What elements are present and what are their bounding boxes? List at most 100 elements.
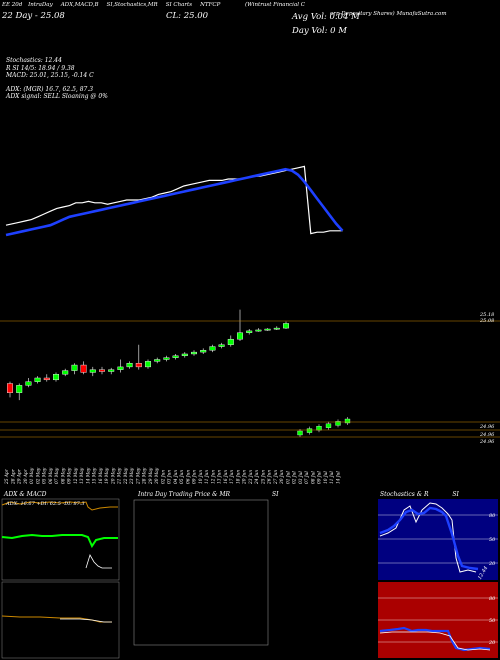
info-stochastics: Stochastics: 12.44 [6, 57, 62, 64]
price-label-1: 25.18 [480, 312, 495, 318]
candle-body [135, 363, 142, 368]
date-label: 23 Jun [249, 470, 254, 485]
date-label: 03 Jul [299, 471, 304, 484]
header-line1: EE 20d IntraDay ADX,MACD,B SI,Stochastics,… [2, 2, 220, 8]
date-label: 10 Jun [199, 470, 204, 484]
date-label: 29 Apr [18, 468, 23, 485]
intraday-body [325, 423, 332, 428]
date-label: 13 May [80, 467, 85, 484]
candle-body [190, 351, 197, 355]
date-label: 01 May [30, 467, 35, 484]
date-label: 12 May [74, 467, 79, 484]
info-block: Stochastics: 12.44 R SI 14/5: 18.94 / 9.… [6, 57, 108, 101]
date-label: 15 May [93, 467, 98, 484]
date-label: 06 May [49, 467, 54, 484]
main-chart: 25 Apr 28 Apr 29 Apr 30 Apr 01 May 02 May 05 M… [0, 165, 500, 485]
date-label: 05 Jun [180, 470, 185, 484]
candle-body [34, 377, 41, 382]
date-label: 02 May [36, 467, 41, 484]
intra-title-b: SI [271, 491, 279, 498]
candlesticks [6, 309, 290, 401]
date-label: 26 Jun [268, 470, 273, 485]
adx-di-line [1, 501, 118, 511]
stoch-axis-50: 50 [489, 537, 496, 543]
candle-body [16, 385, 23, 393]
date-label: 11 Jun [205, 470, 210, 484]
stoch-title-a: Stochastics & R [380, 491, 429, 498]
adx-plus-di-line [85, 553, 112, 569]
date-label: 20 Jun [243, 470, 248, 485]
date-label: 08 Jul [311, 471, 316, 484]
candle-body [25, 381, 32, 386]
intraday-body [297, 430, 303, 436]
date-label: 25 Apr [5, 468, 10, 485]
rsi-axis-80: 80 [489, 596, 496, 602]
adx-values-label: ADX: 16.67 +DI: 62.5 -DI: 87.3 [6, 501, 85, 507]
candle-body [43, 377, 50, 381]
intraday-body [335, 421, 341, 426]
date-label: 20 May [111, 467, 116, 485]
candle-body [227, 338, 234, 345]
date-label: 30 Apr [24, 468, 29, 484]
candle-body [89, 369, 96, 373]
stoch-title-b: SI [452, 491, 459, 498]
rsi-line [379, 626, 491, 652]
macd-line [1, 615, 112, 623]
date-label: 12 Jun [211, 470, 216, 484]
date-label: 07 Jul [305, 471, 310, 484]
date-label: 02 Jun [161, 470, 166, 484]
date-label: 13 Jun [218, 470, 223, 484]
intraday-body [306, 428, 313, 433]
candle-body [144, 361, 151, 368]
candle-body [255, 329, 262, 332]
date-label: 07 May [55, 467, 60, 484]
candle-body [209, 346, 216, 351]
candle-body [181, 353, 188, 357]
date-label: 27 Jun [274, 470, 279, 485]
macd-signal-line [60, 618, 112, 623]
date-label: 27 May [136, 467, 141, 485]
date-label: 03 Jun [168, 470, 173, 484]
price-label-3: 24.96 [480, 424, 495, 430]
header-item: SI,Stochastics,MR [106, 2, 158, 8]
price-label-4: 24.96 [480, 432, 495, 438]
candle-body [80, 364, 87, 373]
date-label: 11 Jul [330, 471, 335, 484]
intra-title-a: Intra Day Trading Price & MR [138, 491, 231, 498]
candle-body [246, 330, 253, 333]
candle-body [218, 344, 225, 347]
stoch-panel-title: Stochastics & R SI [380, 491, 459, 498]
date-label: 10 Jul [324, 471, 329, 484]
stoch-axis-80: 80 [489, 513, 496, 519]
date-label: 25 Jun [261, 470, 266, 485]
candle-body [62, 370, 69, 375]
intraday-panel-frame [133, 499, 269, 646]
date-label: 06 Jun [186, 470, 191, 484]
mrsi-line [379, 631, 491, 651]
adx-line [1, 533, 118, 549]
candle-body [71, 364, 78, 371]
candle-body [283, 323, 290, 329]
candle-body [163, 357, 170, 360]
date-label: 02 Jul [293, 471, 298, 484]
average-line [5, 167, 344, 237]
rsi-axis-50: 50 [489, 618, 496, 624]
trend-lines [5, 165, 344, 237]
candle-body [236, 332, 243, 340]
candle-body [273, 327, 280, 330]
date-label: 30 Jun [280, 470, 285, 484]
close-label: CL: 25.00 [166, 11, 209, 21]
header-line1-items: IntraDay ADX,MACD,B SI,Stochastics,MR SI Ch… [24, 2, 220, 8]
price-level-lines [0, 320, 500, 438]
date-label: 16 May [99, 467, 104, 484]
adx-panel-title: ADX & MACD [4, 491, 47, 498]
date-label: 30 May [155, 467, 160, 484]
stoch-d-line [379, 506, 479, 571]
date-label: 29 May [149, 467, 154, 485]
header-item: IntraDay [28, 2, 53, 8]
header-item: SI Charts [165, 2, 193, 8]
candle-body [154, 359, 161, 362]
info-macd: MACD: 25.01, 25.15, -0.14 C [6, 72, 94, 79]
header-company-b: orp Depositary Shares) MunafaSutra.com [330, 11, 447, 17]
macd-panel-frame [1, 581, 120, 659]
